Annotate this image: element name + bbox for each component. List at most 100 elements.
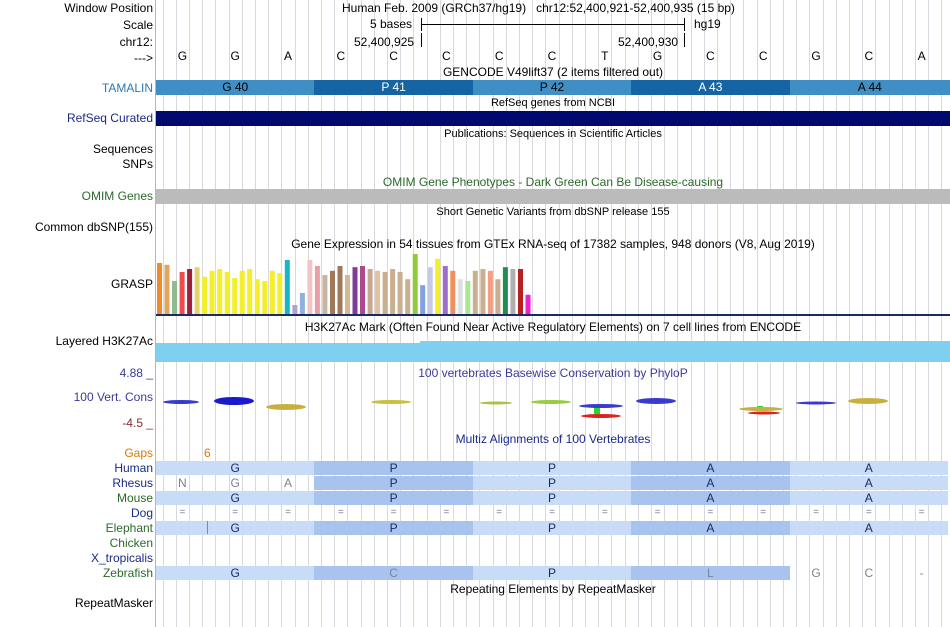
alignment-block[interactable]: P [314,491,473,505]
alignment-block[interactable]: P [472,476,632,490]
gtex-expression-chart[interactable] [156,252,556,314]
gtex-tissue-bar[interactable] [179,272,185,314]
alignment-block[interactable]: A [631,461,790,475]
species-label[interactable]: Rhesus [112,476,153,490]
gtex-tissue-bar[interactable] [172,281,177,314]
species-label[interactable]: Chicken [109,536,153,550]
gencode-codon-segment[interactable]: P 41 [314,80,473,95]
gtex-tissue-bar[interactable] [375,270,381,314]
gtex-tissue-bar[interactable] [360,266,365,314]
gtex-tissue-bar[interactable] [525,294,531,314]
alignment-block[interactable]: P [472,566,632,580]
gtex-tissue-bar[interactable] [457,279,463,314]
gtex-label[interactable]: GRASP [110,277,153,291]
alignment-block[interactable]: C [314,566,473,580]
gtex-tissue-bar[interactable] [390,269,396,314]
gtex-tissue-bar[interactable] [239,270,245,314]
alignment-block[interactable]: A [789,491,948,505]
gtex-tissue-bar[interactable] [247,269,253,314]
omim-bar[interactable] [156,189,950,204]
gtex-tissue-bar[interactable] [322,275,328,314]
gtex-tissue-bar[interactable] [465,281,471,314]
gencode-label[interactable]: TAMALIN [101,81,153,95]
gtex-tissue-bar[interactable] [502,267,508,314]
alignment-block[interactable]: A [631,521,790,535]
gtex-tissue-bar[interactable] [194,267,200,314]
refseq-label[interactable]: RefSeq Curated [66,111,153,125]
omim-title[interactable]: OMIM Gene Phenotypes - Dark Green Can Be… [382,175,724,189]
gtex-tissue-bar[interactable] [157,263,162,314]
gencode-codon-segment[interactable]: A 43 [631,80,790,95]
gtex-tissue-bar[interactable] [412,254,418,314]
species-label[interactable]: Human [114,461,153,475]
publications-title[interactable]: Publications: Sequences in Scientific Ar… [444,128,662,140]
alignment-block[interactable]: A [789,476,948,490]
alignment-block[interactable]: P [472,521,632,535]
gtex-tissue-bar[interactable] [269,270,275,314]
alignment-block[interactable]: G [156,461,315,475]
repeatmasker-title[interactable]: Repeating Elements by RepeatMasker [450,582,656,596]
multiz-title[interactable]: Multiz Alignments of 100 Vertebrates [455,432,651,446]
alignment-block[interactable]: G [156,521,315,535]
gtex-tissue-bar[interactable] [450,270,456,314]
alignment-block[interactable]: P [314,461,473,475]
gtex-tissue-bar[interactable] [487,270,493,314]
h3k27ac-title[interactable]: H3K27Ac Mark (Often Found Near Active Re… [304,320,802,334]
species-label[interactable]: X_tropicalis [90,551,153,565]
dbsnp-title[interactable]: Short Genetic Variants from dbSNP releas… [436,206,670,218]
alignment-block[interactable]: A [789,461,948,475]
repeatmasker-label[interactable]: RepeatMasker [74,596,153,610]
gtex-tissue-bar[interactable] [202,276,208,314]
publications-label[interactable]: Sequences [92,142,153,156]
alignment-block[interactable]: P [314,476,473,490]
omim-label[interactable]: OMIM Genes [81,189,153,203]
gtex-tissue-bar[interactable] [420,285,426,314]
gtex-tissue-bar[interactable] [435,258,441,314]
gtex-tissue-bar[interactable] [382,272,388,314]
refseq-gene-bar[interactable] [156,111,950,126]
gtex-tissue-bar[interactable] [232,278,238,314]
phylop-logo[interactable] [156,392,950,422]
gtex-tissue-bar[interactable] [405,279,411,314]
gtex-tissue-bar[interactable] [345,275,350,314]
gtex-tissue-bar[interactable] [480,269,486,314]
gencode-codon-segment[interactable]: G 40 [156,80,315,95]
dbsnp-label[interactable]: Common dbSNP(155) [34,220,153,234]
gtex-tissue-bar[interactable] [217,269,223,314]
gencode-title[interactable]: GENCODE V49lift37 (2 items filtered out) [442,65,664,79]
gtex-tissue-bar[interactable] [307,260,313,314]
refseq-title[interactable]: RefSeq genes from NCBI [490,97,616,109]
alignment-block[interactable]: A [789,521,948,535]
gtex-tissue-bar[interactable] [299,293,305,314]
alignment-block[interactable]: A [631,491,790,505]
gtex-tissue-bar[interactable] [187,269,193,314]
gtex-tissue-bar[interactable] [262,281,268,314]
gtex-tissue-bar[interactable] [164,264,170,314]
gencode-codon-segment[interactable]: P 42 [472,80,632,95]
gtex-tissue-bar[interactable] [352,267,358,314]
gtex-tissue-bar[interactable] [314,266,320,314]
gtex-tissue-bar[interactable] [495,279,501,314]
alignment-block[interactable]: L [631,566,790,580]
alignment-block[interactable]: P [472,491,632,505]
alignment-block[interactable]: G [156,491,315,505]
gtex-tissue-bar[interactable] [292,305,298,314]
gtex-tissue-bar[interactable] [397,272,403,314]
gtex-tissue-bar[interactable] [442,266,448,314]
gtex-tissue-bar[interactable] [284,260,290,314]
phylop-label[interactable]: 100 Vert. Cons [73,390,153,404]
h3k27ac-signal[interactable] [156,343,950,362]
gtex-title[interactable]: Gene Expression in 54 tissues from GTEx … [291,237,815,251]
gtex-tissue-bar[interactable] [254,279,260,314]
alignment-block[interactable]: A [631,476,790,490]
h3k27ac-label[interactable]: Layered H3K27Ac [55,334,153,348]
alignment-block[interactable]: G [156,566,315,580]
gencode-codon-segment[interactable]: A 44 [789,80,950,95]
gtex-tissue-bar[interactable] [518,269,523,314]
snps-label[interactable]: SNPs [122,157,153,171]
gtex-tissue-bar[interactable] [209,270,215,314]
alignment-block[interactable]: P [314,521,473,535]
species-label[interactable]: Zebrafish [102,566,153,580]
phylop-title[interactable]: 100 vertebrates Basewise Conservation by… [418,366,688,380]
gtex-tissue-bar[interactable] [472,270,478,314]
